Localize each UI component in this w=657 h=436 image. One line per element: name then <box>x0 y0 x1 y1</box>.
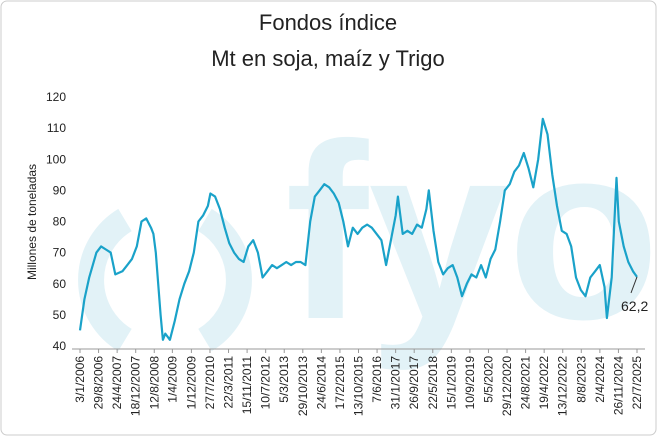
annotation: 62,2 <box>621 298 648 314</box>
annotation-leader <box>630 276 638 294</box>
x-tick-label: 15/11/2011 <box>240 356 254 415</box>
logo-arc <box>197 208 252 352</box>
logo-arc <box>78 208 133 352</box>
x-tick-label: 29/10/2013 <box>296 356 310 416</box>
y-tick-label: 40 <box>53 339 67 353</box>
x-tick-label: 22/5/2018 <box>426 356 440 410</box>
y-axis-label: Millones de toneladas <box>25 164 39 280</box>
y-tick-label: 70 <box>53 246 67 260</box>
logo-watermark <box>78 208 252 352</box>
x-tick-label: 5/3/2013 <box>277 356 291 403</box>
y-tick-label: 100 <box>46 152 66 166</box>
x-tick-label: 26/11/2024 <box>611 356 625 415</box>
x-tick-label: 24/6/2014 <box>314 356 328 410</box>
x-tick-label: 7/6/2016 <box>370 356 384 403</box>
x-tick-label: 29/12/2020 <box>500 356 514 416</box>
x-tick-label: 24/4/2007 <box>110 356 124 410</box>
y-tick-label: 50 <box>53 308 67 322</box>
x-tick-label: 10/9/2019 <box>463 356 477 410</box>
x-tick-label: 26/9/2017 <box>407 356 421 410</box>
x-tick-label: 1/12/2009 <box>184 356 198 410</box>
y-tick-label: 120 <box>46 90 66 104</box>
x-tick-label: 10/7/2012 <box>259 356 273 410</box>
x-tick-label: 29/8/2006 <box>92 356 106 410</box>
x-tick-label: 22/7/2025 <box>630 356 644 410</box>
chart-title: Fondos índice <box>259 10 397 35</box>
data-line <box>78 117 638 341</box>
watermark: fyo <box>285 92 657 371</box>
x-tick-label: 22/3/2011 <box>222 356 236 409</box>
x-tick-label: 12/8/2008 <box>147 356 161 410</box>
x-tick-label: 17/2/2015 <box>333 356 347 410</box>
y-tick-label: 110 <box>47 121 66 135</box>
x-tick-label: 13/12/2022 <box>556 356 570 416</box>
y-tick-label: 80 <box>53 215 67 229</box>
y-tick-label: 90 <box>53 183 67 197</box>
x-tick-label: 24/8/2021 <box>519 356 533 410</box>
y-tick-label: 60 <box>53 277 67 291</box>
x-tick-label: 8/8/2023 <box>574 356 588 403</box>
chart-subtitle: Mt en soja, maíz y Trigo <box>211 46 445 71</box>
x-tick-label: 15/1/2019 <box>444 356 458 410</box>
x-tick-label: 2/4/2024 <box>593 356 607 403</box>
x-tick-label: 5/5/2020 <box>481 356 495 403</box>
x-tick-label: 31/1/2017 <box>389 356 403 410</box>
x-tick-label: 27/7/2010 <box>203 356 217 410</box>
x-tick-label: 1/4/2009 <box>165 356 179 403</box>
x-tick-label: 19/4/2022 <box>537 356 551 410</box>
x-tick-label: 18/12/2007 <box>129 356 143 416</box>
x-tick-label: 13/10/2015 <box>352 356 366 416</box>
x-tick-label: 3/1/2006 <box>73 356 87 403</box>
